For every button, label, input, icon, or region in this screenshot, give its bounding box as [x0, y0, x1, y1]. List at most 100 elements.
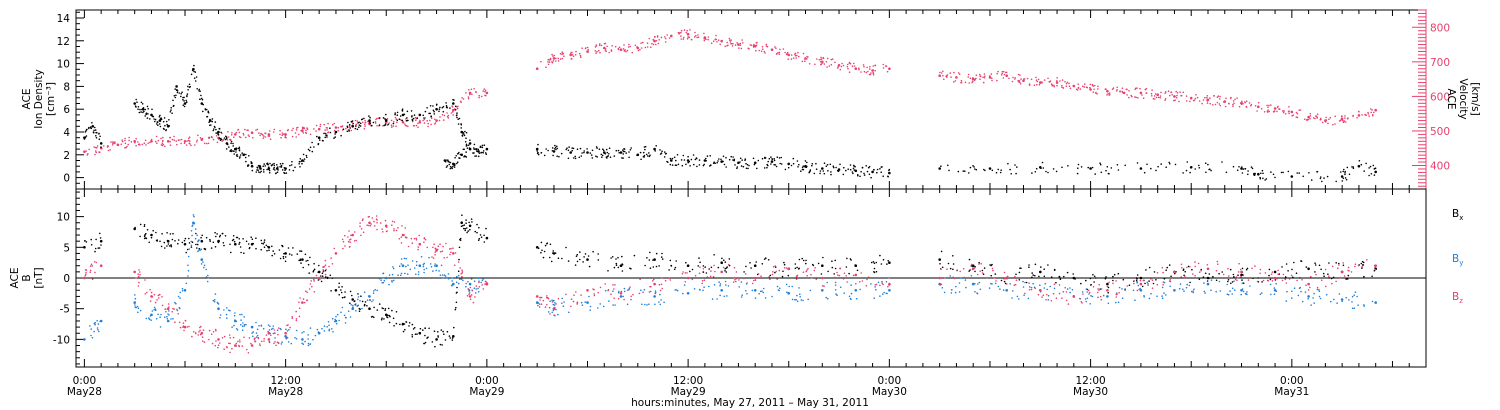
density-point	[1174, 163, 1177, 166]
field-bx-point	[283, 252, 285, 255]
field-bz-point	[1097, 288, 1099, 290]
field-bx-point	[185, 251, 187, 254]
velocity-point	[688, 36, 691, 39]
field-bx-point	[698, 257, 700, 259]
field-bx-point	[1025, 281, 1028, 284]
field-bx-point	[586, 258, 589, 261]
velocity-point	[1270, 104, 1272, 106]
density-point	[271, 163, 274, 166]
field-bx-point	[456, 286, 458, 289]
field-bz-point	[610, 293, 612, 296]
velocity-point	[571, 54, 574, 56]
density-point	[861, 166, 864, 169]
velocity-point	[755, 42, 758, 44]
field-bz-point	[1150, 278, 1152, 280]
density-point	[333, 137, 335, 139]
field-bx-point	[302, 266, 305, 269]
field-by-point	[965, 286, 967, 289]
field-bz-point	[272, 332, 275, 335]
velocity-point	[468, 91, 472, 95]
field-bz-point	[661, 277, 663, 279]
velocity-point	[161, 144, 164, 147]
density-point	[745, 167, 748, 170]
field-by-point	[548, 306, 551, 309]
field-bx-point	[423, 342, 426, 345]
field-by-point	[1027, 297, 1030, 300]
field-by-point	[1139, 287, 1141, 290]
field-bx-point	[94, 247, 97, 250]
density-point	[413, 114, 416, 116]
density-point	[835, 166, 837, 169]
velocity-point	[1065, 85, 1068, 87]
velocity-point	[648, 37, 651, 40]
density-point	[1240, 167, 1243, 170]
field-bz-point	[976, 273, 979, 276]
field-bz-point	[1014, 283, 1017, 286]
field-bz-point	[732, 281, 735, 283]
velocity-point	[704, 37, 706, 39]
density-point	[628, 151, 630, 153]
field-bx-point	[279, 257, 282, 260]
density-point	[1262, 177, 1264, 180]
field-by-point	[791, 298, 794, 301]
field-bz-point	[1259, 272, 1261, 275]
density-point	[601, 156, 603, 158]
velocity-point	[778, 51, 781, 54]
density-point	[445, 104, 448, 107]
velocity-point	[364, 121, 367, 124]
field-bx-point	[607, 270, 609, 272]
velocity-point	[1232, 100, 1235, 102]
velocity-point	[755, 44, 758, 47]
field-bz-point	[888, 276, 890, 279]
density-point	[267, 167, 271, 170]
field-bx-point	[248, 247, 251, 250]
density-point	[1136, 162, 1139, 164]
density-point	[199, 98, 201, 101]
velocity-point	[1047, 77, 1049, 80]
field-bz-point	[619, 292, 623, 295]
density-point	[291, 160, 293, 163]
field-by-point	[190, 230, 193, 232]
velocity-point	[1201, 102, 1203, 105]
velocity-point	[1072, 84, 1076, 88]
field-by-point	[331, 317, 334, 320]
velocity-point	[982, 81, 985, 84]
field-bx-point	[1155, 279, 1157, 281]
field-bz-point	[443, 257, 446, 259]
density-point	[1116, 164, 1119, 166]
density-point	[806, 161, 808, 164]
field-by-point	[1231, 293, 1233, 295]
velocity-point	[1263, 111, 1266, 113]
field-bz-point	[959, 270, 961, 273]
density-point	[384, 118, 386, 120]
density-point	[95, 137, 98, 139]
field-by-point	[301, 332, 303, 334]
field-by-point	[181, 287, 184, 290]
velocity-point	[946, 74, 949, 76]
field-bx-point	[402, 330, 405, 333]
field-by-point	[251, 332, 253, 334]
field-by-point	[302, 343, 305, 346]
field-bx-point	[575, 255, 578, 257]
field-by-point	[328, 324, 330, 327]
velocity-point	[562, 52, 564, 55]
density-point	[1010, 173, 1012, 175]
field-bz-point	[1256, 280, 1259, 283]
velocity-point	[156, 142, 158, 144]
field-bx-point	[1295, 272, 1298, 275]
field-bz-point	[376, 228, 378, 231]
field-bx-point	[1218, 272, 1220, 275]
field-bz-point	[373, 220, 375, 223]
velocity-point	[1245, 100, 1248, 102]
field-by-point	[91, 337, 94, 339]
density-point	[256, 169, 258, 171]
velocity-point	[960, 79, 963, 82]
density-point	[1261, 169, 1264, 172]
density-point	[250, 161, 252, 163]
field-by-point	[1286, 290, 1288, 293]
field-bx-point	[708, 268, 710, 270]
field-bz-point	[466, 295, 469, 297]
field-bx-point	[794, 263, 797, 265]
field-bx-point	[1257, 277, 1259, 279]
field-bx-point	[1320, 268, 1322, 271]
